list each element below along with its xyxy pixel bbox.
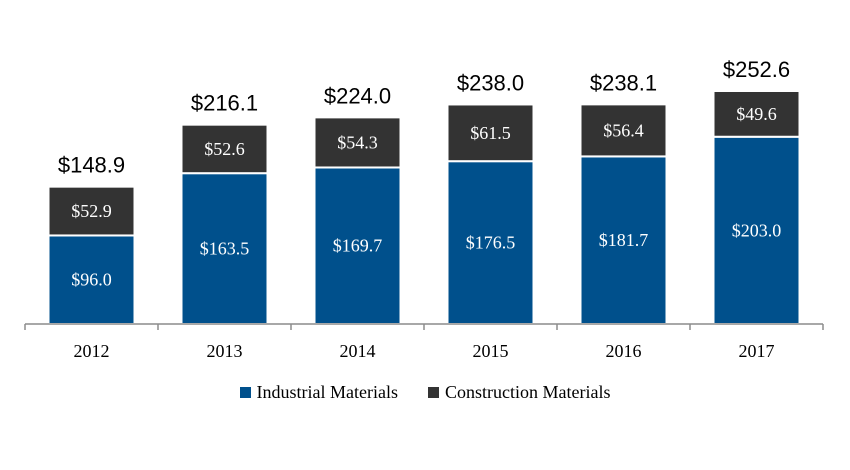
x-tick-label-2017: 2017 <box>739 341 775 361</box>
bar-label-industrial-2014: $169.7 <box>333 236 383 256</box>
bar-label-industrial-2015: $176.5 <box>466 233 516 253</box>
legend-item-construction: Construction Materials <box>427 382 611 403</box>
bar-label-construction-2013: $52.6 <box>204 139 245 159</box>
bar-industrial-2015 <box>446 160 535 325</box>
bar-industrial-2012 <box>47 234 136 325</box>
legend-item-industrial: Industrial Materials <box>239 382 398 403</box>
total-label-2015: $238.0 <box>457 70 524 95</box>
legend-label-industrial: Industrial Materials <box>256 382 398 402</box>
bar-industrial-2014 <box>313 166 402 325</box>
legend: Industrial Materials Construction Materi… <box>0 382 850 403</box>
x-tick-label-2015: 2015 <box>473 341 509 361</box>
total-label-2016: $238.1 <box>590 70 657 95</box>
bar-label-industrial-2017: $203.0 <box>732 220 782 240</box>
bar-label-industrial-2013: $163.5 <box>200 239 250 259</box>
bar-construction-2012 <box>47 185 136 237</box>
x-tick-label-2012: 2012 <box>74 341 110 361</box>
legend-swatch-construction <box>427 387 439 398</box>
total-label-2014: $224.0 <box>324 83 391 108</box>
legend-label-construction: Construction Materials <box>444 382 611 402</box>
total-label-2017: $252.6 <box>723 57 790 82</box>
x-tick-label-2013: 2013 <box>207 341 243 361</box>
bar-label-industrial-2016: $181.7 <box>599 230 649 250</box>
bar-construction-2016 <box>579 103 668 158</box>
bar-industrial-2016 <box>579 155 668 325</box>
bar-industrial-2013 <box>180 172 269 325</box>
bar-construction-2014 <box>313 116 402 169</box>
bar-label-construction-2016: $56.4 <box>603 120 644 140</box>
bar-label-industrial-2012: $96.0 <box>71 270 112 290</box>
total-label-2013: $216.1 <box>191 91 258 116</box>
bar-label-construction-2014: $54.3 <box>337 132 378 152</box>
bar-label-construction-2017: $49.6 <box>736 104 777 124</box>
bar-construction-2015 <box>446 103 535 163</box>
bar-label-construction-2012: $52.9 <box>71 201 112 221</box>
legend-swatch-industrial <box>239 387 251 398</box>
bar-label-construction-2015: $61.5 <box>470 123 511 143</box>
x-tick-label-2014: 2014 <box>340 341 376 361</box>
bar-construction-2013 <box>180 123 269 175</box>
total-label-2012: $148.9 <box>58 153 125 178</box>
x-tick-label-2016: 2016 <box>606 341 642 361</box>
bar-construction-2017 <box>712 90 801 138</box>
